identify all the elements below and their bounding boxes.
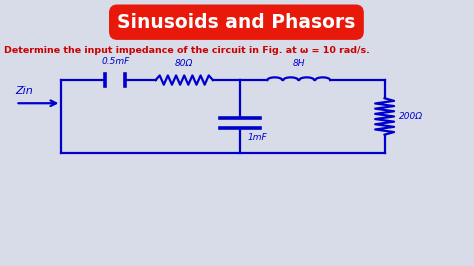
Text: 0.5mF: 0.5mF: [101, 57, 129, 66]
Text: Determine the input impedance of the circuit in Fig. at ω = 10 rad/s.: Determine the input impedance of the cir…: [4, 46, 370, 55]
Text: Zin: Zin: [16, 86, 33, 96]
Text: 200Ω: 200Ω: [400, 112, 424, 121]
Text: Sinusoids and Phasors: Sinusoids and Phasors: [117, 13, 356, 32]
Text: 1mF: 1mF: [248, 133, 267, 142]
Text: 80Ω: 80Ω: [175, 59, 193, 68]
Text: 8H: 8H: [292, 59, 305, 68]
